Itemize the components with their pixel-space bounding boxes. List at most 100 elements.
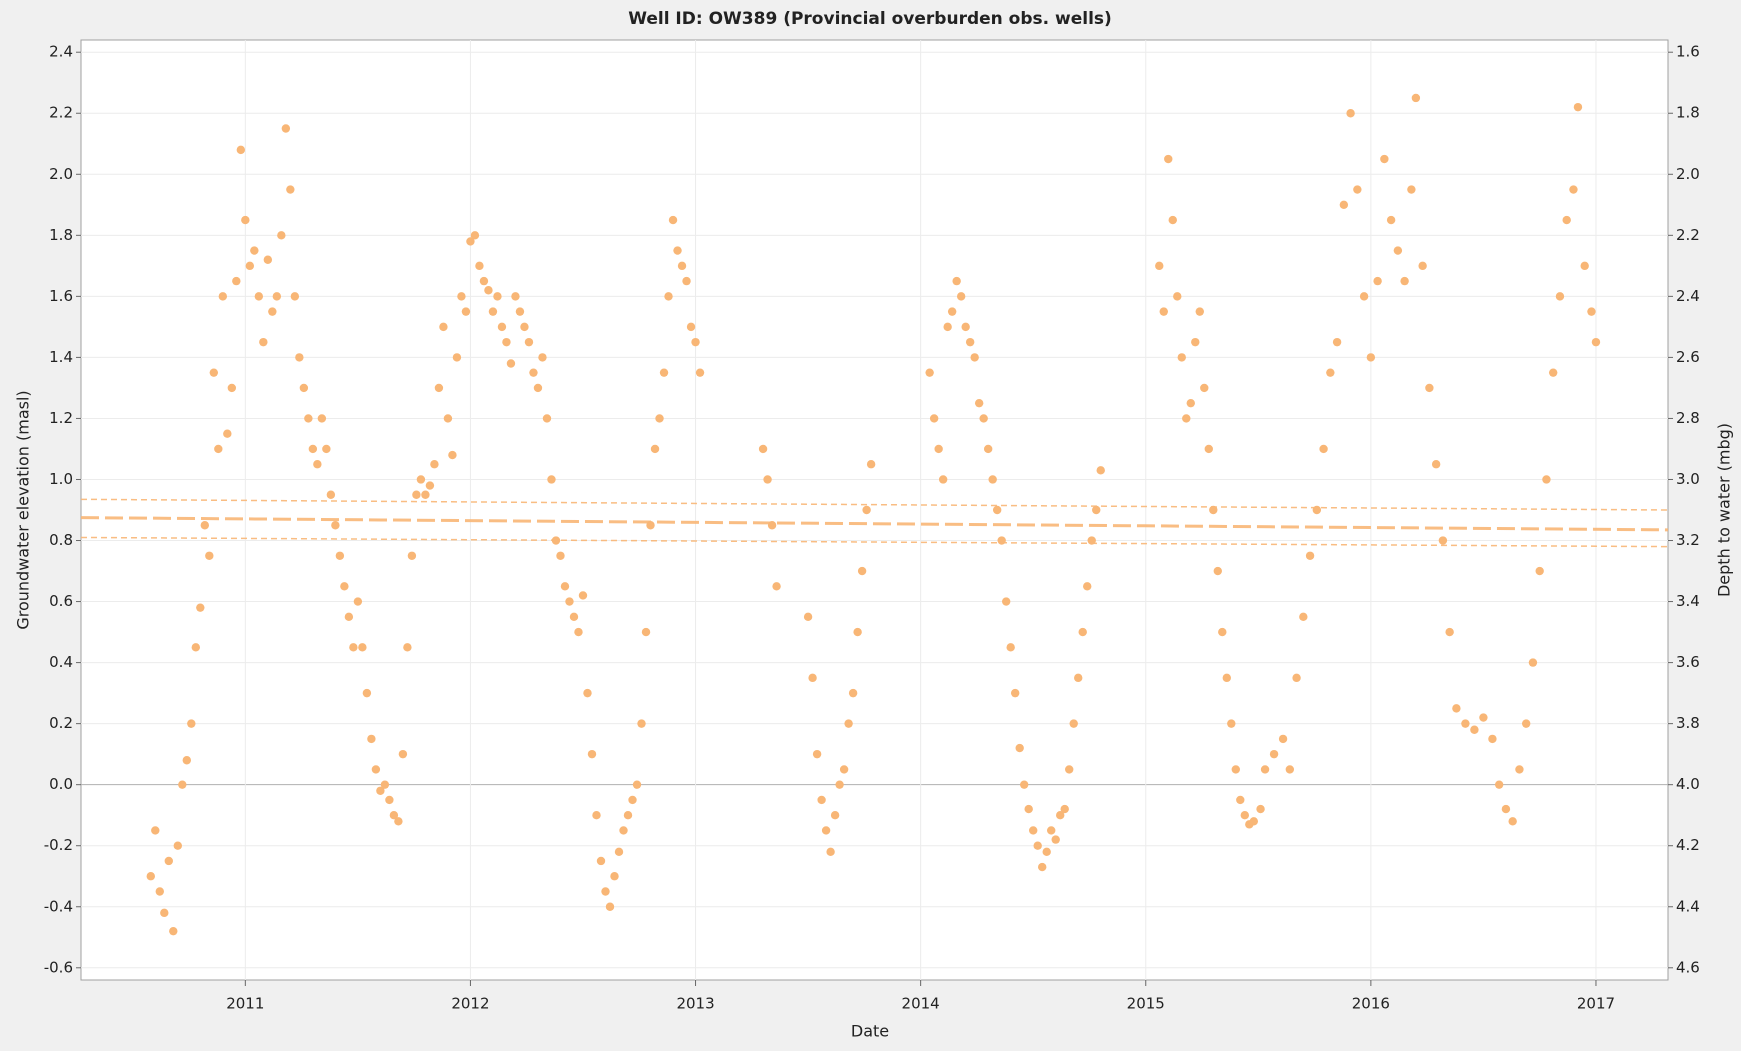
- data-point: [677, 261, 687, 271]
- data-point: [1164, 154, 1173, 164]
- data-point: [1006, 643, 1015, 652]
- data-point: [340, 582, 349, 591]
- data-point: [556, 551, 565, 560]
- data-point: [925, 368, 934, 377]
- data-point: [646, 521, 655, 530]
- data-point: [205, 551, 214, 560]
- data-point: [1488, 734, 1497, 744]
- data-point: [1047, 826, 1056, 835]
- data-point: [308, 444, 318, 454]
- data-point: [1092, 505, 1101, 515]
- data-point: [286, 185, 295, 194]
- y-tick-label: 2.4: [49, 43, 73, 61]
- data-point: [407, 551, 417, 560]
- data-point: [362, 688, 372, 698]
- trend-line: [80, 498, 1669, 511]
- data-point: [151, 826, 160, 835]
- data-point: [457, 292, 466, 301]
- data-point: [497, 322, 507, 332]
- data-point: [511, 292, 520, 301]
- y2-tick-label: 2.0: [1676, 165, 1700, 183]
- data-point: [1501, 804, 1511, 814]
- data-point: [826, 847, 835, 857]
- data-point: [1213, 566, 1222, 576]
- y-tick-label: 0.4: [49, 653, 73, 671]
- y2-axis-label: Depth to water (mbg): [1715, 423, 1734, 597]
- data-point: [1024, 804, 1033, 814]
- y2-tick-label: 2.4: [1676, 287, 1700, 305]
- y2-tick-label: 2.8: [1676, 409, 1700, 427]
- data-point: [1515, 765, 1524, 774]
- data-point: [992, 505, 1002, 515]
- data-point: [335, 551, 345, 560]
- data-point: [614, 847, 624, 857]
- data-point: [529, 368, 538, 377]
- data-point: [394, 817, 403, 826]
- data-point: [1269, 749, 1279, 759]
- data-point: [803, 612, 813, 622]
- y-tick-label: 1.8: [49, 226, 73, 244]
- data-point: [1096, 466, 1105, 475]
- y2-tick-label: 3.4: [1676, 592, 1700, 610]
- data-point: [1508, 817, 1517, 826]
- data-point: [1479, 713, 1488, 722]
- data-point: [835, 780, 844, 789]
- data-point: [1083, 582, 1092, 591]
- data-point: [1445, 627, 1454, 637]
- x-axis-label: Date: [851, 1022, 889, 1041]
- data-point: [227, 383, 237, 393]
- data-point: [488, 307, 498, 316]
- x-tick-label: 2013: [676, 995, 714, 1013]
- data-point: [187, 719, 196, 728]
- y-tick-label: 2.0: [49, 165, 73, 183]
- data-point: [1332, 337, 1342, 347]
- x-tick-label: 2011: [226, 995, 264, 1013]
- data-point: [1033, 841, 1042, 850]
- data-point: [1418, 261, 1427, 271]
- data-point: [1155, 261, 1164, 271]
- data-point: [448, 450, 457, 460]
- data-point: [623, 810, 633, 820]
- data-point: [1060, 804, 1069, 814]
- data-point: [196, 603, 205, 612]
- data-point: [443, 414, 453, 423]
- data-point: [1569, 185, 1578, 194]
- data-point: [1029, 826, 1038, 835]
- data-point: [956, 292, 966, 301]
- data-point: [839, 765, 849, 774]
- x-tick-label: 2015: [1127, 995, 1165, 1013]
- data-point: [281, 124, 291, 133]
- data-point: [632, 780, 642, 789]
- data-point: [1373, 276, 1382, 286]
- data-point: [952, 276, 961, 286]
- data-point: [1326, 368, 1335, 377]
- data-point: [650, 444, 660, 454]
- data-point: [484, 286, 493, 295]
- data-point: [412, 490, 421, 499]
- data-point: [578, 591, 588, 600]
- data-point: [1186, 398, 1195, 408]
- data-point: [209, 368, 219, 377]
- data-point: [317, 414, 327, 423]
- y2-tick-label: 3.2: [1676, 531, 1700, 549]
- data-point: [601, 887, 610, 896]
- data-point: [1431, 460, 1441, 469]
- data-point: [380, 780, 390, 789]
- data-point: [1400, 276, 1409, 286]
- data-point: [493, 292, 502, 301]
- x-tick-label: 2016: [1352, 995, 1390, 1013]
- data-point: [821, 826, 831, 835]
- data-point: [1393, 246, 1403, 255]
- data-point: [583, 688, 592, 698]
- data-point: [1051, 835, 1060, 844]
- data-point: [628, 795, 637, 805]
- data-point: [1366, 353, 1376, 362]
- data-point: [673, 246, 682, 255]
- data-point: [1548, 368, 1558, 377]
- data-point: [160, 908, 169, 918]
- data-point: [637, 719, 646, 728]
- data-point: [403, 643, 412, 652]
- data-point: [1319, 444, 1328, 454]
- data-point: [191, 643, 201, 652]
- data-point: [520, 322, 529, 332]
